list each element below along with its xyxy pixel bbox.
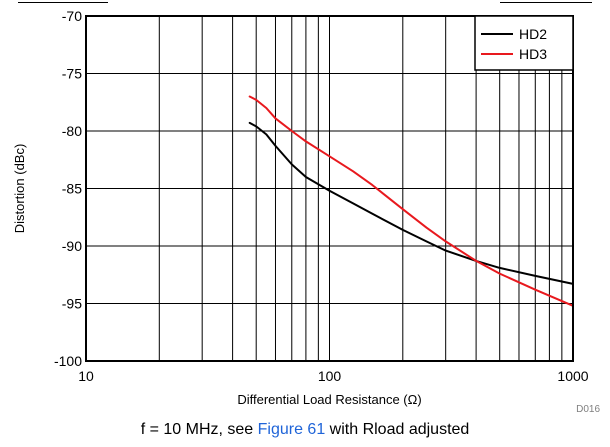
y-tick-label: -85 <box>62 181 82 197</box>
tick-labels: 10 100 1000 -100 -95 -90 -85 -80 -75 -70 <box>54 8 589 384</box>
top-divider-left <box>18 2 108 3</box>
y-tick-label: -75 <box>62 66 82 82</box>
series-line-hd3 <box>248 95 574 307</box>
x-tick-label: 1000 <box>557 368 588 384</box>
y-tick-label: -100 <box>54 353 82 369</box>
y-tick-label: -95 <box>62 296 82 312</box>
x-tick-label: 100 <box>318 368 342 384</box>
grid <box>86 16 573 361</box>
x-axis-title: Differential Load Resistance (Ω) <box>237 392 421 407</box>
caption-suffix: with Rload adjusted <box>325 421 470 438</box>
y-axis-title: Distortion (dBc) <box>12 144 27 234</box>
document-id: D016 <box>576 404 600 415</box>
plot-frame <box>85 15 574 362</box>
legend-label-hd3: HD3 <box>519 46 547 62</box>
legend-label-hd2: HD2 <box>519 26 547 42</box>
y-tick-label: -70 <box>62 8 82 24</box>
legend-box <box>474 15 574 71</box>
caption-prefix: f = 10 MHz, see <box>140 421 258 438</box>
series-line-hd2 <box>248 121 574 285</box>
top-divider-right <box>500 2 592 3</box>
figure-caption: f = 10 MHz, see Figure 61 with Rload adj… <box>0 421 610 439</box>
y-tick-label: -90 <box>62 238 82 254</box>
figure-link[interactable]: Figure 61 <box>257 421 326 438</box>
y-tick-label: -80 <box>62 123 82 139</box>
series-lines <box>248 95 574 307</box>
x-tick-label: 10 <box>78 368 94 384</box>
